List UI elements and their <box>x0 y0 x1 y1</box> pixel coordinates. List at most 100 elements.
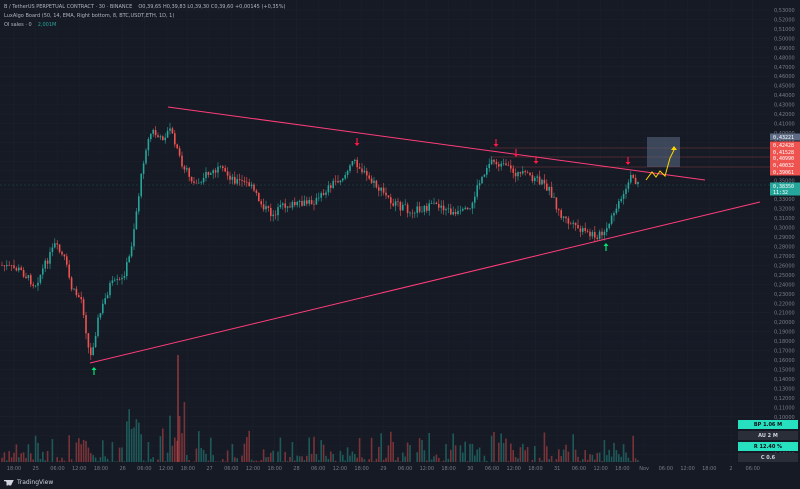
volume-bar <box>334 460 337 462</box>
candle-body <box>613 213 615 216</box>
candle-body <box>526 172 529 173</box>
volume-bar <box>320 440 322 462</box>
descending-trendline[interactable] <box>167 106 706 181</box>
volume-bar <box>466 461 469 462</box>
candle-body <box>318 197 320 199</box>
oi-label[interactable]: OI sales · 0 <box>4 22 32 28</box>
price-tick-label: 0,28000 <box>774 245 795 251</box>
candle-body <box>234 176 236 184</box>
candle-body <box>37 282 39 286</box>
volume-bar <box>195 448 198 462</box>
candle-body <box>44 260 46 269</box>
volume-bar <box>464 441 466 462</box>
volume-bar <box>306 455 308 462</box>
price-tick-label: 0,20000 <box>774 320 795 326</box>
candle-body <box>375 180 378 188</box>
volume-bar <box>505 438 507 462</box>
candle-body <box>452 211 454 215</box>
candle-body <box>301 201 303 206</box>
price-tick-label: 0,47000 <box>774 65 795 71</box>
candle-body <box>267 206 270 208</box>
volume-bar <box>582 459 584 462</box>
candle-body <box>174 133 176 145</box>
candle-body <box>560 210 562 218</box>
tradingview-logo-icon <box>4 479 14 486</box>
down-arrow-icon <box>493 144 499 147</box>
price-tick-label: 0,10000 <box>774 415 795 421</box>
candle-body <box>315 197 318 205</box>
target-box[interactable] <box>647 137 680 167</box>
volume-bar <box>284 451 286 462</box>
candle-body <box>109 283 111 296</box>
volume-bar <box>471 443 474 462</box>
candle-body <box>140 173 142 197</box>
indicator-title[interactable]: LuxAlgo Board (50, 14, EMA, Right bottom… <box>4 13 175 19</box>
volume-bar <box>351 451 354 462</box>
volume-bar <box>258 461 260 462</box>
volume-bar <box>188 460 190 462</box>
volume-bar <box>445 444 447 462</box>
candle-body <box>313 204 315 205</box>
candle-body <box>404 204 406 206</box>
volume-bar <box>270 452 272 462</box>
candle-body <box>291 201 294 208</box>
volume-bar <box>438 457 440 462</box>
candle-body <box>471 202 474 209</box>
volume-bar <box>327 458 330 462</box>
volume-bar <box>253 461 255 462</box>
volume-bar <box>430 459 433 462</box>
ascending-trendline[interactable] <box>89 201 761 364</box>
candle-body <box>548 186 550 191</box>
volume-bar <box>94 457 97 462</box>
brand-name: TradingView <box>17 479 54 486</box>
volume-bar <box>176 440 178 462</box>
candle-body <box>178 148 181 156</box>
volume-bar <box>610 456 613 462</box>
volume-bar <box>574 449 577 462</box>
volume-bar <box>30 453 32 462</box>
volume-bar <box>373 461 375 462</box>
volume-bar <box>135 419 138 462</box>
candle-body <box>186 168 188 170</box>
board-row-bp: BP 1.06 M <box>738 420 798 429</box>
candle-body <box>462 208 464 211</box>
time-tick-label: 28 <box>293 466 299 472</box>
candle-body <box>106 295 109 299</box>
price-tick-label: 0,30000 <box>774 226 795 232</box>
volume-bar <box>526 447 529 462</box>
candle-body <box>387 195 390 198</box>
volume-bar <box>10 457 13 462</box>
candle-body <box>135 211 138 230</box>
volume-bar <box>421 439 423 462</box>
candle-body <box>68 264 70 278</box>
candle-body <box>87 333 90 348</box>
candle-body <box>145 150 147 164</box>
candle-body <box>433 202 435 204</box>
candle-body <box>392 203 394 206</box>
volume-bar <box>555 459 558 462</box>
price-tick-label: 0,32000 <box>774 207 795 213</box>
candle-body <box>78 295 80 298</box>
volume-bar <box>234 457 236 462</box>
volume-bar <box>577 456 579 462</box>
oi-value: 2,001M <box>37 22 57 28</box>
candle-body <box>438 204 440 208</box>
volume-bar <box>315 454 318 462</box>
volume-bar <box>625 452 627 462</box>
candle-body <box>476 185 478 197</box>
symbol-title[interactable]: B / TetherUS PERPETUAL CONTRACT · 30 · B… <box>4 4 133 10</box>
candle-body <box>567 218 570 224</box>
volume-bar <box>426 460 428 462</box>
tradingview-brand[interactable]: TradingView <box>4 479 53 486</box>
candle-body <box>30 275 32 285</box>
volume-bar <box>356 457 358 462</box>
volume-bar <box>159 436 162 462</box>
candle-body <box>320 193 322 198</box>
volume-bar <box>207 460 210 462</box>
volume-bar <box>406 442 409 462</box>
candle-body <box>231 176 234 180</box>
ohlc-values: O0,39,65 H0,39,83 L0,39,30 C0,39,60 +0,0… <box>138 4 286 10</box>
price-tick-label: 0,25000 <box>774 273 795 279</box>
